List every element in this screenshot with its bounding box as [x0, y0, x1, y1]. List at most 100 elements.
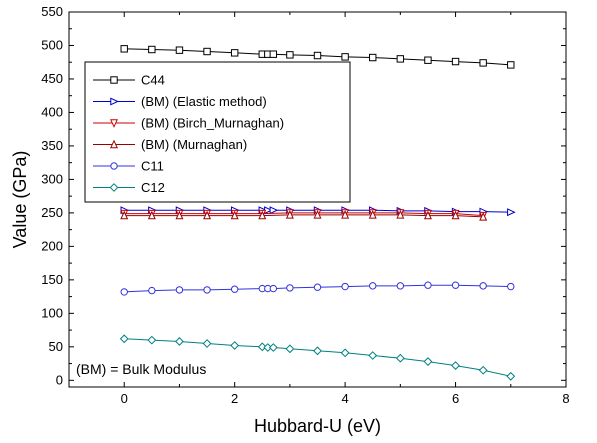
data-point — [148, 286, 156, 295]
data-point — [341, 210, 350, 219]
data-point — [285, 210, 294, 219]
legend-marker — [109, 183, 119, 192]
data-point — [368, 351, 378, 360]
data-point — [147, 335, 157, 345]
series-line — [124, 212, 484, 217]
series-layer — [119, 45, 516, 381]
legend-label: (BM) (Birch_Murnaghan) — [141, 116, 284, 131]
y-tick-label: 50 — [49, 339, 63, 354]
legend-label: C12 — [141, 180, 165, 195]
data-point — [507, 61, 515, 69]
data-point — [203, 210, 212, 220]
data-point — [313, 51, 322, 60]
data-point — [313, 283, 322, 291]
data-point — [479, 282, 487, 290]
data-point — [479, 212, 488, 221]
data-point — [286, 284, 294, 292]
legend-marker — [110, 76, 118, 84]
y-tick-label: 400 — [41, 104, 63, 119]
legend: C44 (BM) (Elastic method) (BM) (Birch_Murn… — [84, 61, 351, 203]
data-point — [369, 53, 377, 62]
y-tick-label: 0 — [56, 372, 63, 387]
data-point — [268, 343, 278, 352]
data-point — [120, 288, 128, 296]
series-line — [124, 214, 484, 218]
data-point — [368, 210, 377, 219]
data-point — [396, 210, 405, 219]
legend-label: C44 — [141, 73, 165, 88]
x-tick-label: 2 — [231, 391, 238, 406]
data-point — [203, 286, 211, 294]
x-tick-label: 4 — [341, 391, 348, 406]
x-axis-title: Hubbard-U (eV) — [254, 416, 381, 436]
y-tick-label: 250 — [41, 205, 63, 220]
axes: 0 2 4 6 8 0 50 100 150 200 250 300 350 400 450 500 550 — [41, 4, 569, 406]
legend-item: C12 — [93, 180, 165, 195]
data-point — [175, 337, 184, 346]
data-point — [258, 210, 267, 220]
legend-item: (BM) (Birch_Murnaghan) — [93, 116, 284, 131]
series-5 — [119, 334, 516, 381]
y-tick-label: 450 — [41, 71, 63, 86]
plot-border — [68, 11, 567, 388]
x-tick-label: 8 — [562, 391, 569, 406]
data-point — [479, 59, 487, 67]
y-axis-title: Value (GPa) — [10, 151, 30, 249]
data-point — [202, 339, 212, 348]
data-point — [423, 210, 432, 220]
data-point — [203, 47, 211, 56]
data-point — [175, 286, 184, 294]
legend-marker — [110, 139, 118, 149]
data-point — [507, 208, 516, 217]
y-tick-label: 300 — [41, 171, 63, 186]
data-point — [269, 206, 279, 215]
legend-label: (BM) (Murnaghan) — [141, 137, 247, 152]
legend-marker — [110, 119, 118, 128]
data-point — [507, 282, 515, 291]
data-point — [286, 51, 294, 59]
data-point — [341, 53, 349, 61]
legend-label: (BM) (Elastic method) — [141, 94, 267, 109]
series-3 — [120, 210, 488, 221]
data-point — [506, 371, 516, 381]
y-tick-label: 550 — [41, 4, 63, 19]
data-point — [313, 346, 322, 356]
y-tick-label: 350 — [41, 138, 63, 153]
data-point — [230, 285, 239, 293]
legend-marker — [110, 162, 118, 170]
data-point — [478, 365, 488, 375]
data-point — [230, 49, 239, 57]
y-tick-label: 500 — [41, 37, 63, 52]
data-point — [313, 210, 322, 219]
y-tick-label: 100 — [41, 305, 63, 320]
data-point — [340, 348, 350, 358]
x-tick-label: 6 — [452, 391, 459, 406]
data-point — [147, 210, 156, 220]
data-point — [369, 282, 377, 290]
data-point — [175, 210, 184, 220]
annotation: (BM) = Bulk Modulus — [76, 361, 206, 377]
data-point — [175, 46, 184, 54]
data-point — [451, 361, 460, 370]
data-point — [269, 284, 278, 293]
legend-label: C11 — [141, 159, 164, 174]
data-point — [423, 357, 433, 366]
data-point — [424, 281, 432, 289]
data-point — [341, 282, 349, 291]
data-point — [230, 341, 240, 350]
legend-item: (BM) (Elastic method) — [93, 94, 267, 109]
data-point — [396, 282, 405, 290]
data-point — [230, 210, 239, 220]
data-point — [451, 210, 460, 220]
y-tick-label: 150 — [41, 272, 63, 287]
x-tick-label: 0 — [121, 391, 128, 406]
data-point — [451, 281, 460, 289]
data-point — [269, 50, 278, 58]
data-point — [119, 334, 129, 344]
data-point — [395, 353, 405, 363]
legend-item: C44 — [93, 73, 165, 88]
data-point — [148, 45, 156, 54]
legend-marker — [110, 97, 119, 106]
data-point — [257, 342, 267, 352]
